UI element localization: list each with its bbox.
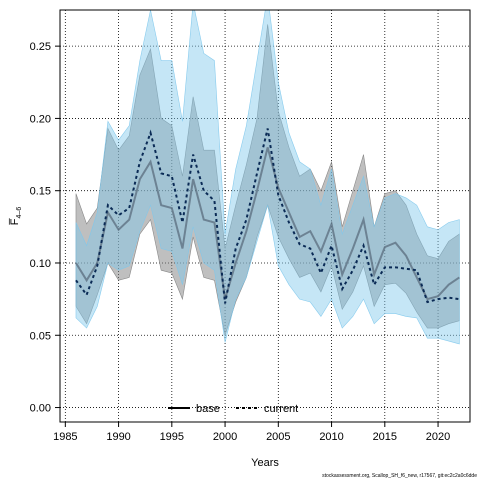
confidence-bands	[75, 10, 460, 345]
x-tick-label: 2015	[373, 431, 397, 443]
y-tick-label: 0.25	[30, 41, 51, 53]
y-tick-label: 0.05	[30, 330, 51, 342]
legend-base-label: base	[196, 403, 220, 415]
x-tick-label: 2020	[426, 431, 450, 443]
y-axis-title: F̅4–6	[9, 207, 23, 226]
y-axis-title-main: F̅	[9, 218, 21, 226]
series-lines	[75, 128, 460, 304]
y-tick-label: 0.20	[30, 113, 51, 125]
y-tick-label: 0.15	[30, 186, 51, 198]
x-tick-label: 1995	[160, 431, 184, 443]
x-tick-label: 2005	[266, 431, 290, 443]
x-axis-title: Years	[251, 457, 279, 469]
band-current	[75, 10, 460, 345]
x-tick-label: 1985	[53, 431, 77, 443]
y-axis-title-subscript: 4–6	[16, 207, 23, 219]
y-tick-label: 0.00	[30, 403, 51, 415]
line-base	[75, 147, 460, 301]
legend: base current	[168, 403, 298, 415]
footer-text: stockassessment.org, Scallop_SH_f6_new, …	[322, 473, 477, 479]
x-tick-label: 2010	[319, 431, 343, 443]
x-tick-label: 2000	[213, 431, 237, 443]
svg-text:F̅4–6: F̅4–6	[9, 207, 23, 226]
x-axis: 1985 1990 1995 2000 2005 2010 2015 2020	[53, 421, 450, 443]
legend-current-label: current	[264, 403, 298, 415]
y-axis: 0.00 0.05 0.10 0.15 0.20 0.25	[30, 41, 61, 415]
line-current	[75, 128, 460, 304]
y-tick-label: 0.10	[30, 258, 51, 270]
x-tick-label: 1990	[106, 431, 130, 443]
